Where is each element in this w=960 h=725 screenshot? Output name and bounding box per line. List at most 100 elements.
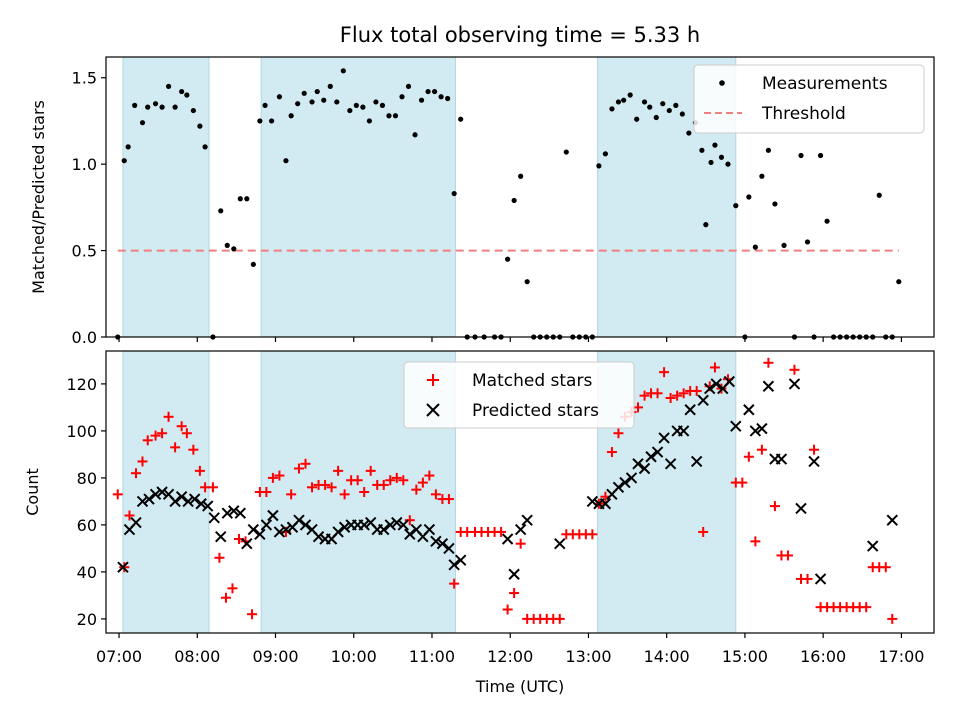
predicted-star-point <box>117 561 129 573</box>
matched-star-point <box>333 465 344 476</box>
measurement-point <box>386 113 392 119</box>
matched-star-point <box>112 489 123 500</box>
matched-star-point <box>227 583 238 594</box>
top-y-tick-label: 1.5 <box>72 69 97 88</box>
matched-star-point <box>385 475 396 486</box>
predicted-star-point <box>743 404 755 416</box>
measurement-point <box>373 99 379 105</box>
measurement-point <box>798 152 804 159</box>
measurement-point <box>262 102 268 108</box>
x-tick-label: 15:00 <box>722 647 768 666</box>
matched-star-point <box>430 489 441 500</box>
measurement-point <box>224 242 230 248</box>
bottom-y-tick-label: 120 <box>66 375 97 394</box>
matched-star-point <box>359 487 370 497</box>
matched-star-point <box>170 442 181 453</box>
measurement-point <box>276 94 283 100</box>
matched-star-point <box>220 592 231 603</box>
x-tick-label: 11:00 <box>409 647 455 666</box>
matched-star-point <box>672 390 683 401</box>
predicted-star-point <box>143 493 155 505</box>
matched-star-point <box>378 479 389 490</box>
measurement-point <box>505 256 511 262</box>
matched-star-point <box>267 472 278 483</box>
measurement-point <box>641 99 648 105</box>
measurement-point <box>321 97 327 103</box>
legend-label-measurements: Measurements <box>762 74 888 94</box>
predicted-star-point <box>201 500 214 512</box>
measurement-point <box>733 203 739 209</box>
measurement-point <box>405 83 412 89</box>
predicted-star-point <box>730 420 742 432</box>
predicted-star-point <box>454 554 467 566</box>
matched-star-point <box>181 428 192 439</box>
matched-star-point <box>782 550 793 561</box>
predicted-star-point <box>299 519 312 531</box>
legend-label-threshold: Threshold <box>761 104 846 124</box>
matched-star-point <box>750 536 761 547</box>
x-tick-label: 16:00 <box>800 647 846 666</box>
measurement-point <box>309 99 315 105</box>
matched-star-point <box>352 475 363 486</box>
measurement-point <box>295 101 301 107</box>
predicted-star-point <box>448 559 460 571</box>
predicted-star-point <box>384 519 396 531</box>
predicted-star-point <box>814 573 827 585</box>
predicted-star-point <box>599 498 612 510</box>
predicted-star-point <box>704 382 716 395</box>
x-tick-label: 17:00 <box>878 647 924 666</box>
predicted-star-point <box>508 568 520 580</box>
predicted-star-point <box>514 523 527 536</box>
observing-windows-bottom <box>122 350 737 634</box>
legend-marker-matched <box>427 374 439 386</box>
bottom-y-tick-label: 60 <box>77 516 97 535</box>
matched-star-point <box>339 489 350 500</box>
predicted-star-point <box>658 432 670 444</box>
bottom-y-tick-label: 20 <box>77 610 97 629</box>
measurement-point <box>283 158 289 164</box>
matched-star-point <box>633 402 644 413</box>
measurement-point <box>679 111 685 117</box>
predicted-star-point <box>677 425 690 437</box>
measurement-point <box>418 97 425 103</box>
measurement-point <box>708 159 714 166</box>
measurement-point <box>511 197 517 204</box>
matched-star-point <box>326 482 337 493</box>
measurement-point <box>647 104 653 110</box>
predicted-star-point <box>443 542 455 555</box>
measurement-point <box>132 102 138 108</box>
bottom-axes-frame <box>105 350 935 634</box>
measurement-point <box>660 101 666 107</box>
predicted-star-point <box>332 526 344 538</box>
x-tick-label: 07:00 <box>96 647 142 666</box>
matched-star-point <box>809 444 820 455</box>
predicted-star-point <box>149 488 162 501</box>
measurement-point <box>518 173 524 179</box>
predicted-star-point <box>762 380 775 392</box>
bottom-legend-box <box>403 361 635 429</box>
predicted-star-point <box>338 521 351 533</box>
measurement-point <box>347 107 353 114</box>
predicted-star-point <box>619 476 631 489</box>
measurement-point <box>609 106 615 112</box>
measurement-point <box>718 154 725 160</box>
x-axis-label: Time (UTC) <box>475 677 564 696</box>
predicted-star-point <box>632 458 644 470</box>
predicted-star-point <box>775 453 788 465</box>
matched-star-point <box>194 465 205 476</box>
matched-star-point <box>150 430 161 441</box>
measurement-point <box>145 104 151 110</box>
matched-star-point <box>411 484 422 495</box>
predicted-star-point <box>638 462 651 475</box>
measurement-point <box>896 279 902 285</box>
measurement-point <box>759 173 765 179</box>
predicted-star-points <box>117 375 898 585</box>
predicted-star-point <box>293 514 305 526</box>
matched-star-point <box>769 501 780 512</box>
measurement-point <box>202 144 208 150</box>
measurement-point <box>288 113 294 119</box>
measurement-point <box>615 99 622 105</box>
bottom-legend: Matched stars Predicted stars <box>403 361 635 429</box>
measurement-point <box>752 244 758 250</box>
predicted-star-point <box>586 495 599 508</box>
